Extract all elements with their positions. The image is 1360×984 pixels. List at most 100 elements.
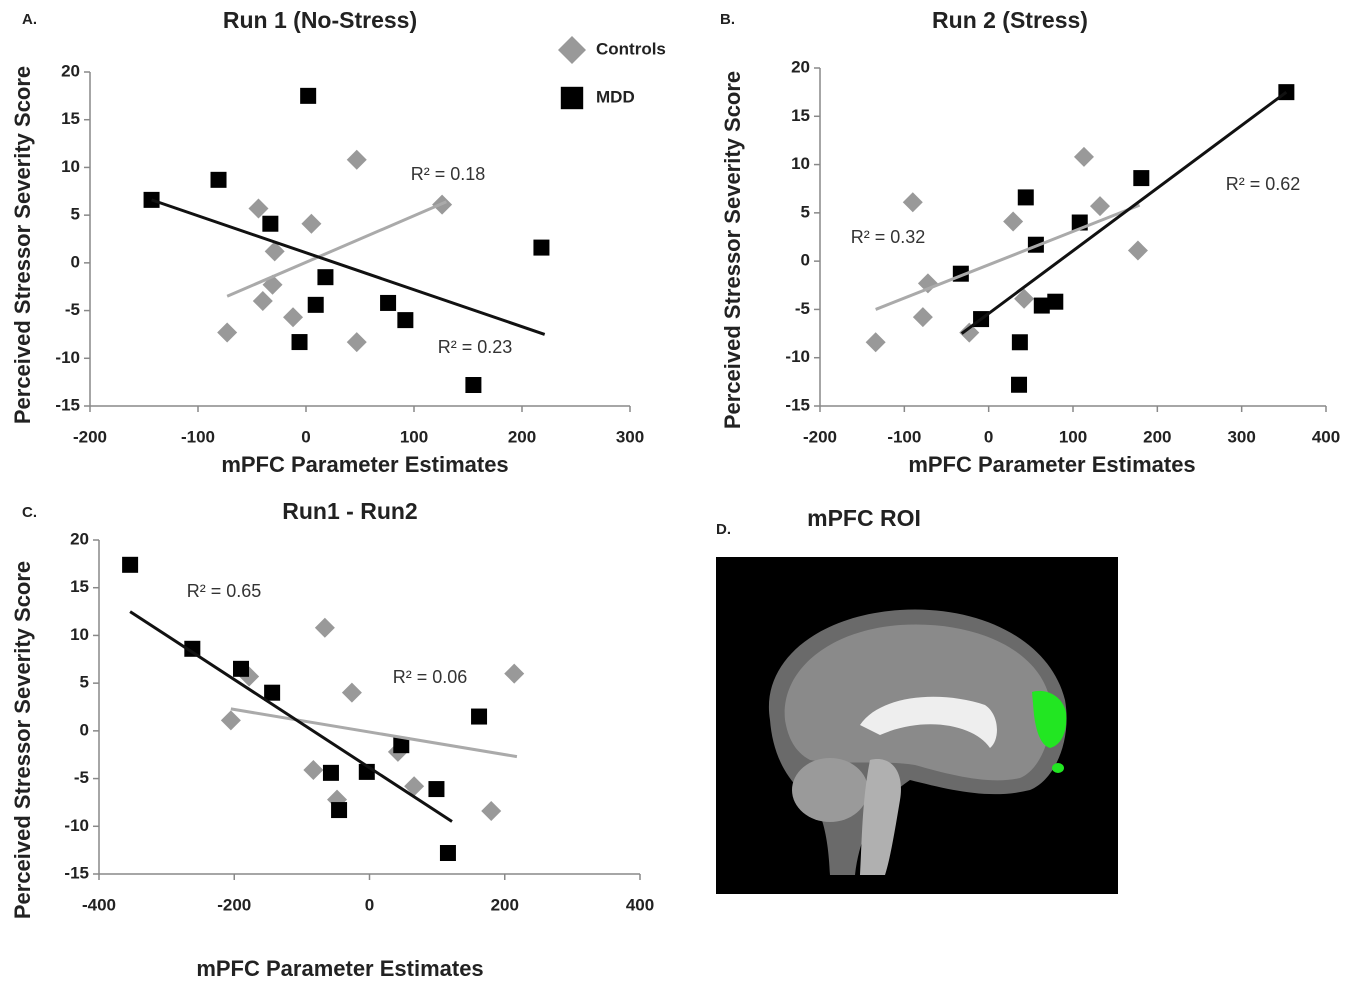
y-tick-label: 20: [61, 61, 80, 80]
legend-label: MDD: [596, 87, 635, 106]
x-tick-label: 200: [508, 427, 536, 446]
x-tick-label: 0: [301, 427, 310, 446]
x-tick-label: 100: [1059, 427, 1087, 446]
diamond-marker: [1128, 241, 1148, 261]
square-marker: [440, 845, 456, 861]
x-tick-label: -100: [887, 427, 921, 446]
diamond-marker: [221, 710, 241, 730]
x-tick-label: -400: [82, 895, 116, 914]
square-marker: [331, 802, 347, 818]
y-tick-label: 5: [801, 202, 810, 221]
y-axis-label: Perceived Stressor Severity Score: [720, 71, 745, 429]
legend-label: Controls: [596, 39, 666, 58]
square-marker: [428, 781, 444, 797]
square-marker: [1047, 294, 1063, 310]
x-tick-label: 0: [365, 895, 374, 914]
r-squared-label: R² = 0.23: [438, 337, 513, 357]
diamond-marker: [315, 618, 335, 638]
panel-title: mPFC ROI: [807, 505, 921, 531]
square-marker: [300, 88, 316, 104]
y-tick-label: -15: [55, 395, 80, 414]
square-marker: [1133, 170, 1149, 186]
square-marker: [317, 269, 333, 285]
y-tick-label: 0: [71, 252, 80, 271]
panel-label: D.: [716, 521, 731, 538]
y-tick-label: 10: [61, 157, 80, 176]
x-tick-label: 100: [400, 427, 428, 446]
y-tick-label: 10: [791, 154, 810, 173]
scatter-chart: Run1 - Run2C.mPFC Parameter EstimatesPer…: [10, 498, 654, 981]
x-tick-label: -200: [217, 895, 251, 914]
cerebellum: [792, 758, 868, 822]
x-axis-label: mPFC Parameter Estimates: [908, 452, 1195, 477]
diamond-marker: [248, 198, 268, 218]
trendline: [962, 92, 1287, 333]
chart-title: Run 1 (No-Stress): [223, 7, 417, 33]
diamond-marker: [283, 307, 303, 327]
y-axis-label: Perceived Stressor Severity Score: [10, 66, 35, 424]
square-marker: [211, 172, 227, 188]
square-marker: [561, 87, 583, 109]
x-tick-label: 200: [1143, 427, 1171, 446]
x-tick-label: -100: [181, 427, 215, 446]
x-tick-label: -200: [803, 427, 837, 446]
y-tick-label: -15: [785, 395, 810, 414]
y-tick-label: 15: [791, 106, 810, 125]
brain-panel: D. mPFC ROI: [716, 505, 1118, 894]
y-tick-label: -10: [64, 816, 89, 835]
diamond-marker: [481, 801, 501, 821]
x-tick-label: 300: [1227, 427, 1255, 446]
diamond-marker: [1074, 147, 1094, 167]
x-tick-label: 0: [984, 427, 993, 446]
r-squared-label: R² = 0.06: [393, 667, 468, 687]
square-marker: [465, 377, 481, 393]
diamond-marker: [342, 683, 362, 703]
square-marker: [308, 297, 324, 313]
trendline: [152, 200, 545, 335]
diamond-marker: [558, 36, 586, 64]
diamond-marker: [1003, 212, 1023, 232]
figure: D. mPFC ROI Run 1 (No-Stress) A. mPFC Para…: [0, 0, 1360, 984]
scatter-chart: Run 2 (Stress)B.mPFC Parameter Estimates…: [720, 7, 1340, 477]
diamond-marker: [347, 150, 367, 170]
r-squared-label: R² = 0.65: [187, 581, 262, 601]
square-marker: [533, 240, 549, 256]
square-marker: [1011, 377, 1027, 393]
square-marker: [1018, 189, 1034, 205]
diamond-marker: [866, 332, 886, 352]
y-tick-label: 0: [80, 720, 89, 739]
chart-title: Run1 - Run2: [282, 498, 417, 524]
x-tick-label: 400: [626, 895, 654, 914]
diamond-marker: [913, 307, 933, 327]
square-marker: [397, 312, 413, 328]
square-marker: [233, 661, 249, 677]
y-tick-label: 5: [71, 205, 80, 224]
r-squared-label: R² = 0.18: [411, 164, 486, 184]
panel-label: A.: [22, 11, 37, 28]
diamond-marker: [301, 214, 321, 234]
x-tick-label: 200: [491, 895, 519, 914]
diamond-marker: [504, 664, 524, 684]
y-tick-label: -10: [785, 347, 810, 366]
r-squared-label: R² = 0.32: [851, 227, 926, 247]
y-tick-label: 10: [70, 625, 89, 644]
y-tick-label: 20: [791, 57, 810, 76]
y-tick-label: -5: [795, 299, 810, 318]
diamond-marker: [903, 192, 923, 212]
legend: Controls MDD: [558, 36, 666, 109]
y-tick-label: -5: [74, 768, 89, 787]
y-tick-label: 15: [61, 109, 80, 128]
square-marker: [264, 685, 280, 701]
y-tick-label: -10: [55, 348, 80, 367]
diamond-marker: [217, 323, 237, 343]
square-marker: [1012, 334, 1028, 350]
x-axis-label: mPFC Parameter Estimates: [221, 452, 508, 477]
diamond-marker: [253, 291, 273, 311]
y-tick-label: -15: [64, 863, 89, 882]
square-marker: [122, 557, 138, 573]
roi: [1052, 763, 1064, 773]
y-tick-label: -5: [65, 300, 80, 319]
panel-label: C.: [22, 504, 37, 521]
r-squared-label: R² = 0.62: [1226, 174, 1301, 194]
y-tick-label: 5: [80, 673, 89, 692]
